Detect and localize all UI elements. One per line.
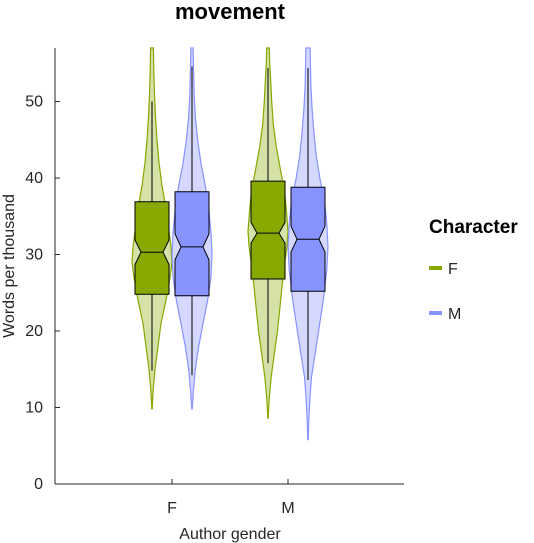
y-tick-label: 0: [34, 476, 43, 493]
y-tick-label: 10: [25, 400, 43, 417]
box-F-F: [134, 201, 170, 295]
plot-area: [131, 47, 329, 441]
y-axis-ticks: 0 10 20 30 40 50: [25, 94, 60, 493]
y-axis-label: Words per thousand: [1, 194, 18, 338]
x-axis-label: Author gender: [179, 526, 281, 543]
y-tick-label: 30: [25, 247, 43, 264]
y-tick-label: 40: [25, 170, 43, 187]
legend: Character F M: [429, 217, 518, 323]
x-tick-label: F: [167, 500, 177, 517]
box-F-M: [250, 180, 286, 280]
y-tick-label: 20: [25, 323, 43, 340]
legend-title: Character: [429, 217, 518, 238]
legend-label-F: F: [448, 261, 458, 278]
box-M-F: [174, 191, 210, 297]
x-tick-label: M: [281, 500, 294, 517]
chart-title: movement: [175, 0, 286, 24]
y-tick-label: 50: [25, 94, 43, 111]
legend-label-M: M: [448, 306, 461, 323]
